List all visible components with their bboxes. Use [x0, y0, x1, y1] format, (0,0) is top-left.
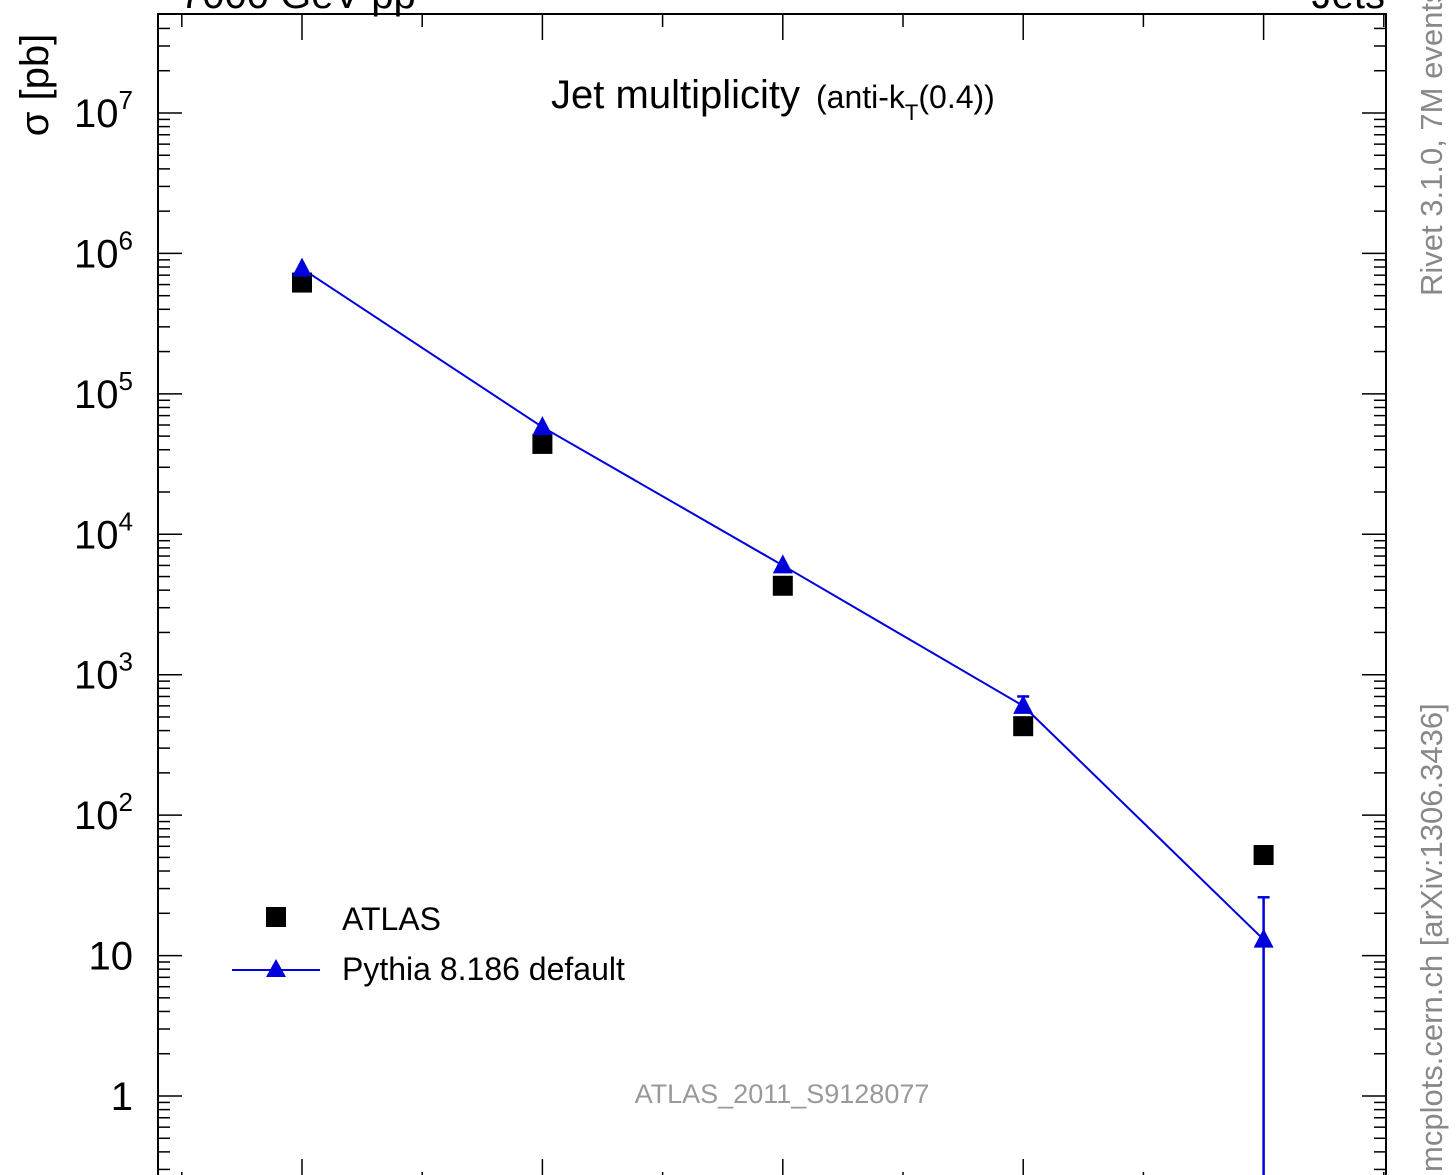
header-left-text: 7000 GeV pp — [180, 0, 416, 17]
y-tick-label: 10 — [89, 935, 134, 979]
y-tick-label-exponent: 4 — [119, 506, 133, 536]
atlas-point — [772, 575, 793, 596]
y-tick-label-base: 10 — [74, 373, 119, 417]
y-axis-label: σ [pb] — [13, 34, 57, 137]
y-tick-label: 106 — [74, 225, 133, 276]
y-tick-label-base: 10 — [74, 232, 119, 276]
y-tick-label: 104 — [74, 506, 133, 557]
analysis-annotation: ATLAS_2011_S9128077 — [635, 1079, 930, 1109]
y-tick-label: 105 — [74, 366, 133, 417]
pythia-line — [301, 267, 1265, 941]
side-text-mcplots: mcplots.cern.ch [arXiv:1306.3436] — [1414, 703, 1449, 1172]
y-tick-label-base: 10 — [74, 92, 119, 136]
y-tick-label-exponent: 2 — [119, 787, 133, 817]
y-tick-label: 1 — [111, 1075, 133, 1119]
legend-label-pythia: Pythia 8.186 default — [342, 951, 625, 987]
legend-label-atlas: ATLAS — [342, 901, 441, 937]
title-suffix-sub: T — [905, 100, 918, 125]
atlas-point — [532, 433, 553, 454]
y-tick-label: 107 — [74, 85, 133, 136]
side-text-rivet: Rivet 3.1.0, 7M events — [1414, 0, 1449, 296]
chart-title: Jet multiplicity — [551, 73, 800, 117]
y-tick-label-base: 10 — [89, 935, 134, 979]
pythia-point — [532, 416, 553, 436]
pythia-point — [292, 257, 312, 277]
pythia-point — [772, 554, 793, 574]
chart-title-main: Jet multiplicity — [551, 73, 800, 117]
axis-ticks — [158, 14, 1386, 1175]
y-tick-label: 103 — [74, 647, 133, 698]
legend-marker-pythia — [266, 959, 286, 977]
header-right-text: Jets — [1312, 0, 1385, 17]
y-tick-label-exponent: 6 — [119, 225, 133, 255]
series-layer — [292, 257, 1274, 1175]
plot-frame — [157, 13, 1387, 1175]
legend-marker-atlas — [266, 907, 286, 927]
y-tick-label-base: 1 — [111, 1075, 133, 1119]
y-tick-label-base: 10 — [74, 654, 119, 698]
atlas-point — [1253, 845, 1274, 866]
title-suffix-prefix: (anti-k — [816, 79, 906, 115]
chart-title-suffix: (anti-kT(0.4)) — [816, 79, 995, 125]
y-tick-label-base: 10 — [74, 513, 119, 557]
pythia-point — [1253, 928, 1274, 948]
atlas-point — [292, 272, 312, 293]
atlas-point — [1013, 716, 1034, 737]
title-suffix-rest: (0.4)) — [918, 79, 994, 115]
pythia-point — [1013, 694, 1034, 714]
y-tick-label-base: 10 — [74, 794, 119, 838]
y-tick-label: 102 — [74, 787, 133, 838]
y-tick-label-exponent: 3 — [119, 647, 133, 677]
y-tick-label-exponent: 7 — [119, 85, 133, 115]
y-tick-label-exponent: 5 — [119, 366, 133, 396]
legend: ATLAS Pythia 8.186 default — [232, 901, 625, 987]
